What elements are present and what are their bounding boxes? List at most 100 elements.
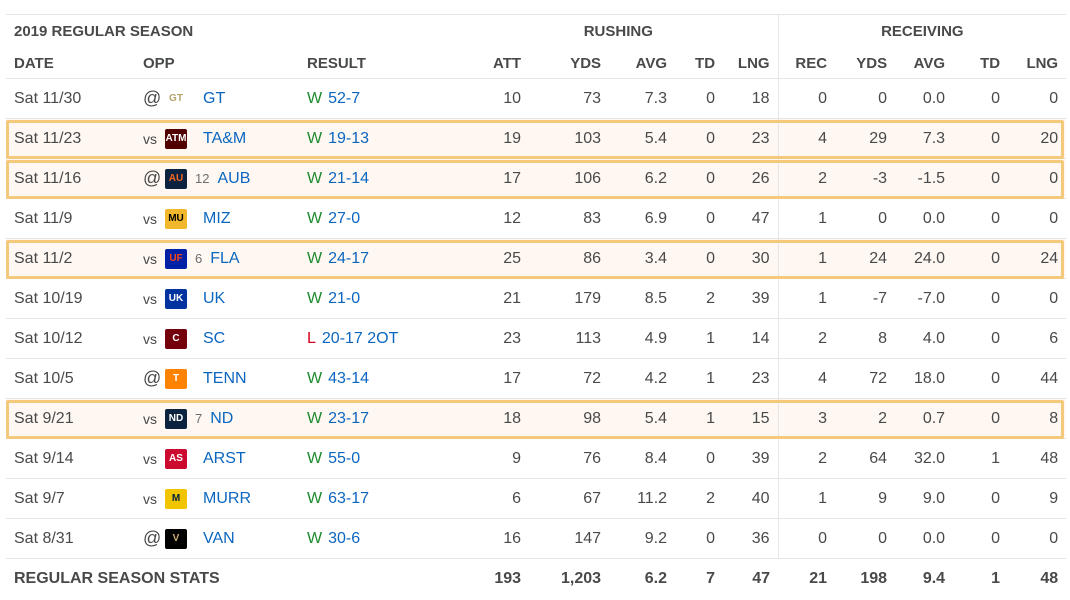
notre-dame-logo[interactable]: ND xyxy=(165,408,187,429)
col-rec-lng: LNG xyxy=(1008,48,1067,79)
game-result[interactable]: W 24-17 xyxy=(299,238,460,279)
kentucky-logo[interactable]: UK xyxy=(165,288,187,309)
rec-count: 1 xyxy=(777,198,836,239)
missouri-logo[interactable]: MU xyxy=(165,208,187,229)
game-row: Sat 11/2 vs UF 6 FLA W 24-17 25 86 3.4 0 30 1 24 24.0 0… xyxy=(6,238,1067,279)
game-opponent[interactable]: @ V VAN xyxy=(135,518,299,559)
arkansas-state-logo[interactable]: AS xyxy=(165,448,187,469)
vanderbilt-logo[interactable]: V xyxy=(165,528,187,549)
rush-att: 25 xyxy=(459,238,530,279)
game-opponent[interactable]: vs MU MIZ xyxy=(135,198,299,239)
game-row: Sat 9/7 vs M MURR W 63-17 6 67 11.2 2 40 1 9 9.0 0 9 xyxy=(6,478,1067,519)
game-result[interactable]: L 20-17 2OT xyxy=(299,318,460,359)
game-opponent[interactable]: vs ATM TA&M xyxy=(135,118,299,159)
win-loss: W xyxy=(307,89,323,107)
column-header-row: DATE OPP RESULT ATT YDS AVG TD LNG REC Y… xyxy=(6,48,1067,79)
rush-avg: 5.4 xyxy=(609,398,676,439)
home-away-indicator: vs xyxy=(143,250,157,267)
game-opponent[interactable]: vs AS ARST xyxy=(135,438,299,479)
opponent-link[interactable]: TA&M xyxy=(203,129,247,147)
game-row: Sat 8/31 @ V VAN W 30-6 16 147 9.2 0 36 0 0 0.0 0 0 xyxy=(6,518,1067,559)
murray-state-logo[interactable]: M xyxy=(165,488,187,509)
score-link[interactable]: 23-17 xyxy=(328,409,370,427)
score-link[interactable]: 63-17 xyxy=(328,489,370,507)
south-carolina-logo[interactable]: C xyxy=(165,328,187,349)
rec-yds: -7 xyxy=(835,278,896,319)
game-opponent[interactable]: @ GT GT xyxy=(135,78,299,119)
opponent-link[interactable]: MIZ xyxy=(203,209,231,227)
game-result[interactable]: W 27-0 xyxy=(299,198,460,239)
win-loss: W xyxy=(307,409,323,427)
score-link[interactable]: 24-17 xyxy=(328,249,370,267)
rush-td: 2 xyxy=(675,278,724,319)
score-link[interactable]: 27-0 xyxy=(328,209,361,227)
rec-count: 3 xyxy=(777,398,836,439)
game-opponent[interactable]: vs ND 7 ND xyxy=(135,398,299,439)
game-result[interactable]: W 52-7 xyxy=(299,78,460,119)
rush-yds: 67 xyxy=(529,478,610,519)
score-link[interactable]: 19-13 xyxy=(328,129,370,147)
score-link[interactable]: 30-6 xyxy=(328,529,361,547)
rec-lng: 9 xyxy=(1008,478,1067,519)
opponent-link[interactable]: MURR xyxy=(203,489,251,507)
rec-avg: 4.0 xyxy=(895,318,954,359)
opponent-link[interactable]: TENN xyxy=(203,369,247,387)
game-opponent[interactable]: vs M MURR xyxy=(135,478,299,519)
rec-td: 0 xyxy=(953,158,1009,199)
game-opponent[interactable]: vs C SC xyxy=(135,318,299,359)
opponent-link[interactable]: SC xyxy=(203,329,226,347)
rush-lng: 15 xyxy=(723,398,779,439)
opponent-link[interactable]: UK xyxy=(203,289,226,307)
tennessee-logo[interactable]: T xyxy=(165,368,187,389)
rec-count: 0 xyxy=(777,78,836,119)
texas-am-logo[interactable]: ATM xyxy=(165,128,187,149)
rec-yds: 64 xyxy=(835,438,896,479)
opponent-link[interactable]: FLA xyxy=(210,249,240,267)
rec-lng: 24 xyxy=(1008,238,1067,279)
game-result[interactable]: W 19-13 xyxy=(299,118,460,159)
opponent-link[interactable]: ND xyxy=(210,409,234,427)
game-result[interactable]: W 30-6 xyxy=(299,518,460,559)
florida-logo[interactable]: UF xyxy=(165,248,187,269)
rush-td: 1 xyxy=(675,398,724,439)
score-link[interactable]: 20-17 2OT xyxy=(321,329,399,347)
game-result[interactable]: W 43-14 xyxy=(299,358,460,399)
rec-yds: 8 xyxy=(835,318,896,359)
score-link[interactable]: 21-14 xyxy=(328,169,370,187)
score-link[interactable]: 52-7 xyxy=(328,89,361,107)
auburn-logo[interactable]: AU xyxy=(165,168,187,189)
rush-att: 23 xyxy=(459,318,530,359)
win-loss: W xyxy=(307,129,323,147)
rec-lng: 44 xyxy=(1008,358,1067,399)
rush-lng: 23 xyxy=(723,118,779,159)
game-result[interactable]: W 63-17 xyxy=(299,478,460,519)
rec-td: 0 xyxy=(953,78,1009,119)
opponent-rank: 7 xyxy=(195,411,203,426)
rush-lng: 26 xyxy=(723,158,779,199)
georgia-tech-logo[interactable]: GT xyxy=(165,88,187,109)
opponent-link[interactable]: ARST xyxy=(203,449,246,467)
game-result[interactable]: W 21-14 xyxy=(299,158,460,199)
game-result[interactable]: W 55-0 xyxy=(299,438,460,479)
game-opponent[interactable]: vs UK UK xyxy=(135,278,299,319)
rush-avg: 8.4 xyxy=(609,438,676,479)
game-opponent[interactable]: @ AU 12 AUB xyxy=(135,158,299,199)
totals-rec-lng: 48 xyxy=(1040,570,1059,587)
rec-td: 0 xyxy=(953,238,1009,279)
rec-yds: 72 xyxy=(835,358,896,399)
rush-yds: 76 xyxy=(529,438,610,479)
game-result[interactable]: W 21-0 xyxy=(299,278,460,319)
opponent-link[interactable]: VAN xyxy=(203,529,235,547)
game-opponent[interactable]: vs UF 6 FLA xyxy=(135,238,299,279)
rec-yds: -3 xyxy=(835,158,896,199)
rush-yds: 113 xyxy=(529,318,610,359)
game-opponent[interactable]: @ T TENN xyxy=(135,358,299,399)
score-link[interactable]: 55-0 xyxy=(328,449,361,467)
score-link[interactable]: 21-0 xyxy=(328,289,361,307)
opponent-link[interactable]: AUB xyxy=(217,169,251,187)
score-link[interactable]: 43-14 xyxy=(328,369,370,387)
opponent-link[interactable]: GT xyxy=(203,89,226,107)
game-result[interactable]: W 23-17 xyxy=(299,398,460,439)
rec-td: 0 xyxy=(953,118,1009,159)
win-loss: W xyxy=(307,169,323,187)
